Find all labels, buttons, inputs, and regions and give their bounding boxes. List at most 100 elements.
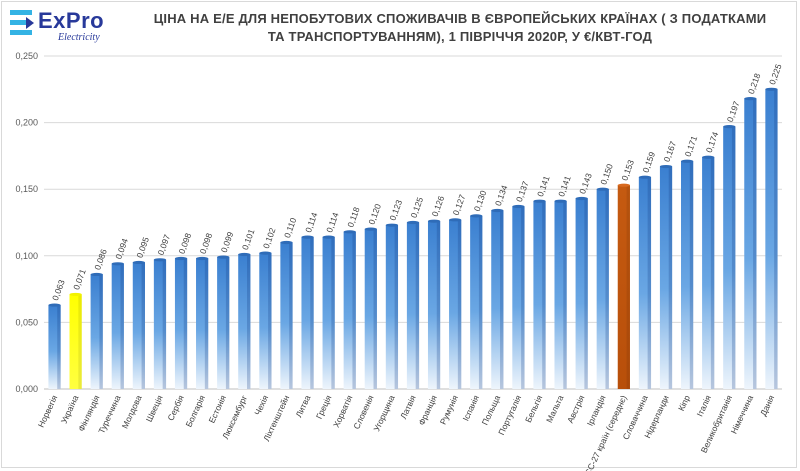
value-label: 0,153 [619,158,636,182]
bar [533,199,546,389]
value-label: 0,126 [430,194,447,218]
value-label: 0,167 [662,140,679,164]
x-tick-label: Угорщина [371,393,396,432]
value-label: 0,063 [50,278,67,302]
value-label: 0,110 [282,216,299,239]
x-tick-label: Литва [293,393,312,419]
bar [617,183,630,389]
bar [322,235,335,389]
bar [723,124,736,389]
x-tick-label: Норвегія [36,393,60,429]
value-label: 0,171 [683,134,700,158]
bar [638,175,652,389]
x-tick-label: Україна [59,393,81,425]
x-tick-label: Сербія [165,393,186,422]
x-tick-label: Бельгія [523,393,544,424]
value-label: 0,150 [598,162,615,186]
bar [48,303,61,389]
x-tick-label: Мальта [544,393,565,424]
bar [259,251,272,389]
bar [406,220,420,389]
value-label: 0,127 [451,193,468,217]
bar [427,219,441,389]
bar [196,256,209,389]
value-label: 0,141 [556,174,573,198]
bar [301,235,314,389]
x-tick-label: Ірландія [585,393,608,427]
x-tick-label: Італія [695,393,714,418]
x-tick-label: Молдова [120,393,144,430]
brand-logo: ExPro Electricity [8,6,108,46]
bar [449,218,462,389]
value-label: 0,118 [345,205,362,228]
value-label: 0,130 [472,189,489,213]
bar [512,204,525,389]
bars [48,87,778,390]
value-label: 0,114 [324,211,341,234]
chart-title: ЦІНА НА Е/Е ДЛЯ НЕПОБУТОВИХ СПОЖИВАЧІВ В… [153,11,767,44]
y-tick-label: 0,050 [15,317,38,327]
value-label: 0,071 [71,267,88,291]
value-label: 0,225 [767,62,784,86]
x-tick-label: Естонія [206,393,228,424]
bar [153,258,167,389]
bar [238,252,251,389]
value-label: 0,197 [725,100,742,124]
bar [217,255,230,389]
bar [132,260,146,389]
x-tick-label: Кіпр [676,393,692,412]
y-tick-label: 0,000 [15,384,38,394]
value-label: 0,101 [240,227,257,251]
bar [554,199,567,389]
bar [470,214,483,389]
bar [680,159,694,389]
bar [765,87,778,390]
x-tick-label: Іспанія [461,393,482,422]
bar [702,155,715,389]
x-tick-label: Болгарія [184,393,208,428]
value-label: 0,159 [640,150,657,174]
value-label: 0,134 [493,184,510,208]
value-label: 0,098 [177,231,194,255]
value-label: 0,125 [408,196,425,220]
value-label: 0,094 [113,237,130,261]
value-label: 0,218 [746,72,763,96]
x-tick-label: Данія [758,393,776,417]
x-tick-label: Румунія [438,393,460,426]
bar [575,196,588,389]
value-label: 0,097 [155,233,172,257]
x-tick-label: Греція [314,393,334,420]
y-tick-label: 0,200 [15,118,38,128]
bar [111,262,124,389]
value-label: 0,120 [366,202,383,226]
x-tick-label: Франція [416,393,439,427]
bar [90,272,103,389]
x-tick-label: Хорватія [331,393,355,429]
y-axis-ticks: 0,000 0,050 0,100 0,150 0,200 0,250 [15,51,38,394]
y-tick-label: 0,150 [15,184,38,194]
value-label: 0,114 [303,211,320,234]
bar [280,240,293,389]
bar [69,292,82,389]
y-tick-label: 0,100 [15,251,38,261]
y-tick-label: 0,250 [15,51,38,61]
bar [343,230,356,389]
x-tick-label: Польща [480,393,503,426]
value-label: 0,143 [577,172,594,196]
bar [491,208,504,389]
brand-sub: Electricity [58,32,100,43]
x-tick-label: Швеція [144,393,165,423]
bar [744,97,757,390]
value-label: 0,141 [535,174,552,198]
value-label: 0,123 [387,198,404,222]
value-label: 0,137 [514,180,531,204]
bar [364,227,377,389]
value-label: 0,098 [198,231,215,255]
x-tick-label: Латвія [398,393,418,420]
brand-name: ExPro [38,8,105,33]
bar [174,256,188,389]
value-label: 0,099 [219,230,236,254]
value-label: 0,086 [92,247,109,271]
